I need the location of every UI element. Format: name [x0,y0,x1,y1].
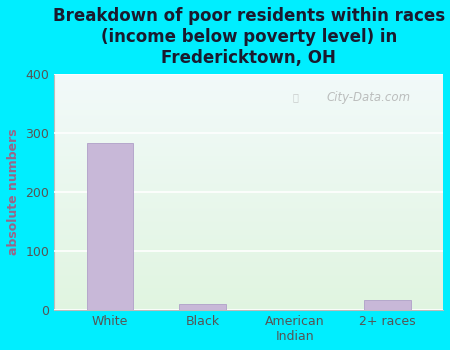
Text: 📊: 📊 [292,92,298,102]
Bar [364,300,411,310]
Bar [87,143,133,310]
Y-axis label: absolute numbers: absolute numbers [7,128,20,255]
Text: City-Data.com: City-Data.com [326,91,410,104]
Title: Breakdown of poor residents within races
(income below poverty level) in
Frederi: Breakdown of poor residents within races… [53,7,445,66]
Bar [179,304,225,310]
